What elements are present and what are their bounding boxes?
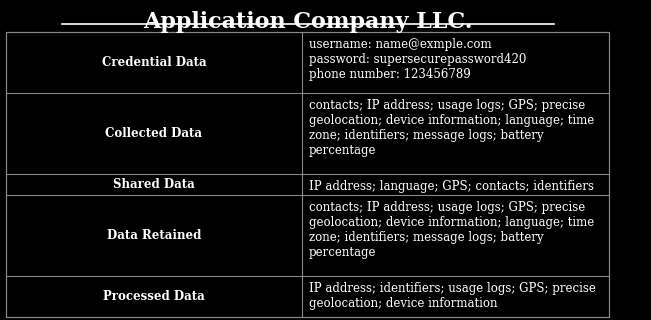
Bar xyxy=(6,32,609,317)
Text: Application Company LLC.: Application Company LLC. xyxy=(143,11,473,33)
Text: contacts; IP address; usage logs; GPS; precise
geolocation; device information; : contacts; IP address; usage logs; GPS; p… xyxy=(309,201,594,259)
Text: Shared Data: Shared Data xyxy=(113,178,195,191)
Text: IP address; language; GPS; contacts; identifiers: IP address; language; GPS; contacts; ide… xyxy=(309,180,594,193)
Text: Data Retained: Data Retained xyxy=(107,229,201,242)
Text: IP address; identifiers; usage logs; GPS; precise
geolocation; device informatio: IP address; identifiers; usage logs; GPS… xyxy=(309,282,596,310)
Text: username: name@exmple.com
password: supersecurepassword420
phone number: 1234567: username: name@exmple.com password: supe… xyxy=(309,38,527,81)
Text: Collected Data: Collected Data xyxy=(105,127,202,140)
Text: Processed Data: Processed Data xyxy=(103,290,205,303)
Text: contacts; IP address; usage logs; GPS; precise
geolocation; device information; : contacts; IP address; usage logs; GPS; p… xyxy=(309,99,594,157)
Text: Credential Data: Credential Data xyxy=(102,56,206,69)
Bar xyxy=(6,32,609,317)
